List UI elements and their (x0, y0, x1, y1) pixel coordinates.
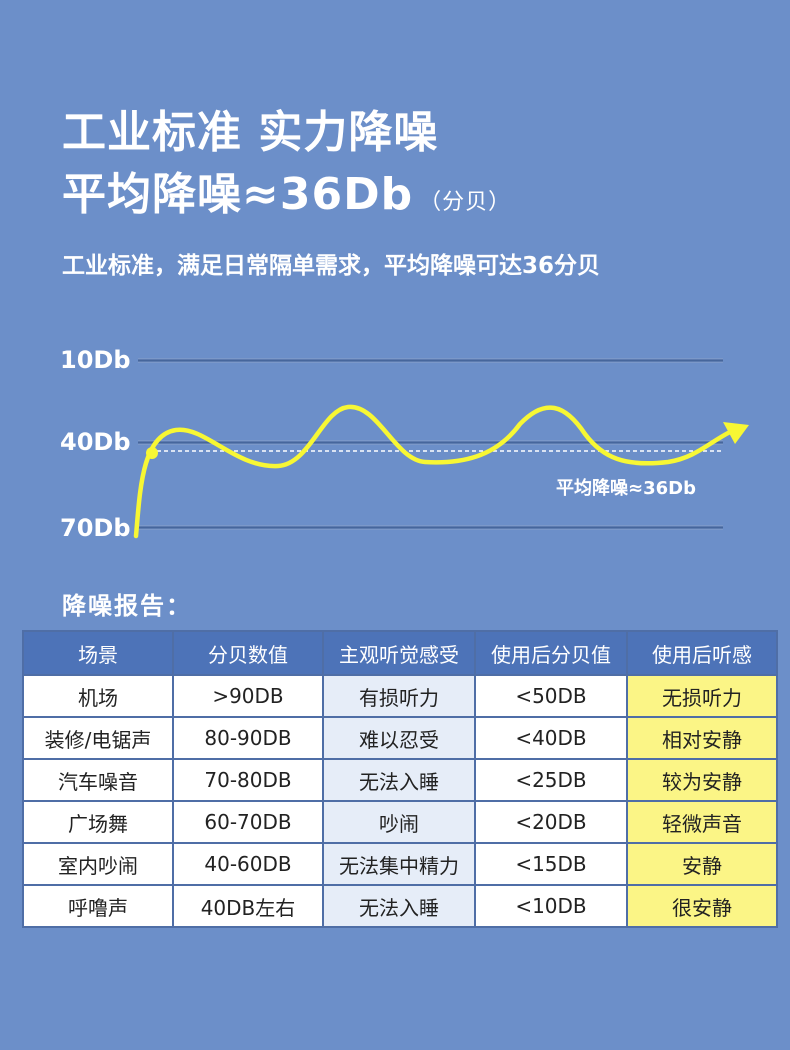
report-title: 降噪报告： (62, 592, 192, 620)
cell-after-feeling: 相对安静 (626, 716, 778, 760)
gridline-40db (138, 440, 723, 445)
title-unit: （分贝） (419, 190, 512, 215)
y-tick-40db: 40Db (60, 428, 131, 456)
table-row: 室内吵闹 40-60DB 无法集中精力 <15DB 安静 (22, 842, 778, 886)
noise-curve (133, 404, 733, 539)
cell-decibel: 80-90DB (172, 716, 324, 760)
cell-decibel: 40DB左右 (172, 884, 324, 928)
cell-scene: 室内吵闹 (22, 842, 174, 886)
cell-scene: 广场舞 (22, 800, 174, 844)
cell-after-feeling: 很安静 (626, 884, 778, 928)
cell-scene: 装修/电锯声 (22, 716, 174, 760)
cell-after-decibel: <15DB (474, 842, 628, 886)
cell-subjective: 有损听力 (322, 674, 476, 718)
cell-decibel: 60-70DB (172, 800, 324, 844)
cell-decibel: >90DB (172, 674, 324, 718)
cell-subjective: 吵闹 (322, 800, 476, 844)
header-decibel: 分贝数值 (172, 630, 324, 676)
table-header-row: 场景 分贝数值 主观听觉感受 使用后分贝值 使用后听感 (22, 630, 778, 676)
y-tick-70db: 70Db (60, 514, 131, 542)
gridline-70db (138, 525, 723, 530)
cell-after-feeling: 无损听力 (626, 674, 778, 718)
noise-report-table: 场景 分贝数值 主观听觉感受 使用后分贝值 使用后听感 机场 >90DB 有损听… (22, 630, 778, 928)
cell-scene: 机场 (22, 674, 174, 718)
cell-subjective: 无法入睡 (322, 884, 476, 928)
cell-after-decibel: <25DB (474, 758, 628, 802)
cell-decibel: 40-60DB (172, 842, 324, 886)
cell-decibel: 70-80DB (172, 758, 324, 802)
header-after-feeling: 使用后听感 (626, 630, 778, 676)
cell-after-decibel: <50DB (474, 674, 628, 718)
table-row: 汽车噪音 70-80DB 无法入睡 <25DB 较为安静 (22, 758, 778, 802)
subtitle: 工业标准，满足日常隔单需求，平均降噪可达36分贝 (62, 253, 601, 279)
y-tick-10db: 10Db (60, 346, 131, 374)
cell-after-decibel: <40DB (474, 716, 628, 760)
average-noise-reduction: 平均降噪≈36Db (62, 169, 414, 220)
cell-scene: 汽车噪音 (22, 758, 174, 802)
noise-chart (0, 330, 790, 560)
start-point-dot (146, 447, 158, 459)
cell-after-decibel: <10DB (474, 884, 628, 928)
header-scene: 场景 (22, 630, 174, 676)
cell-after-feeling: 较为安静 (626, 758, 778, 802)
cell-after-feeling: 安静 (626, 842, 778, 886)
cell-subjective: 无法集中精力 (322, 842, 476, 886)
gridline-10db (138, 358, 723, 363)
table-row: 机场 >90DB 有损听力 <50DB 无损听力 (22, 674, 778, 718)
table-row: 装修/电锯声 80-90DB 难以忍受 <40DB 相对安静 (22, 716, 778, 760)
cell-scene: 呼噜声 (22, 884, 174, 928)
cell-after-decibel: <20DB (474, 800, 628, 844)
page-title: 工业标准 实力降噪 (62, 107, 439, 158)
cell-after-feeling: 轻微声音 (626, 800, 778, 844)
page-title-line2: 平均降噪≈36Db （分贝） (62, 158, 511, 222)
arrow-head-icon (723, 422, 749, 444)
cell-subjective: 无法入睡 (322, 758, 476, 802)
table-row: 广场舞 60-70DB 吵闹 <20DB 轻微声音 (22, 800, 778, 844)
header-after-decibel: 使用后分贝值 (474, 630, 628, 676)
cell-subjective: 难以忍受 (322, 716, 476, 760)
average-label: 平均降噪≈36Db (556, 478, 696, 499)
noise-chart-svg (133, 358, 749, 539)
table-row: 呼噜声 40DB左右 无法入睡 <10DB 很安静 (22, 884, 778, 928)
header-subjective: 主观听觉感受 (322, 630, 476, 676)
